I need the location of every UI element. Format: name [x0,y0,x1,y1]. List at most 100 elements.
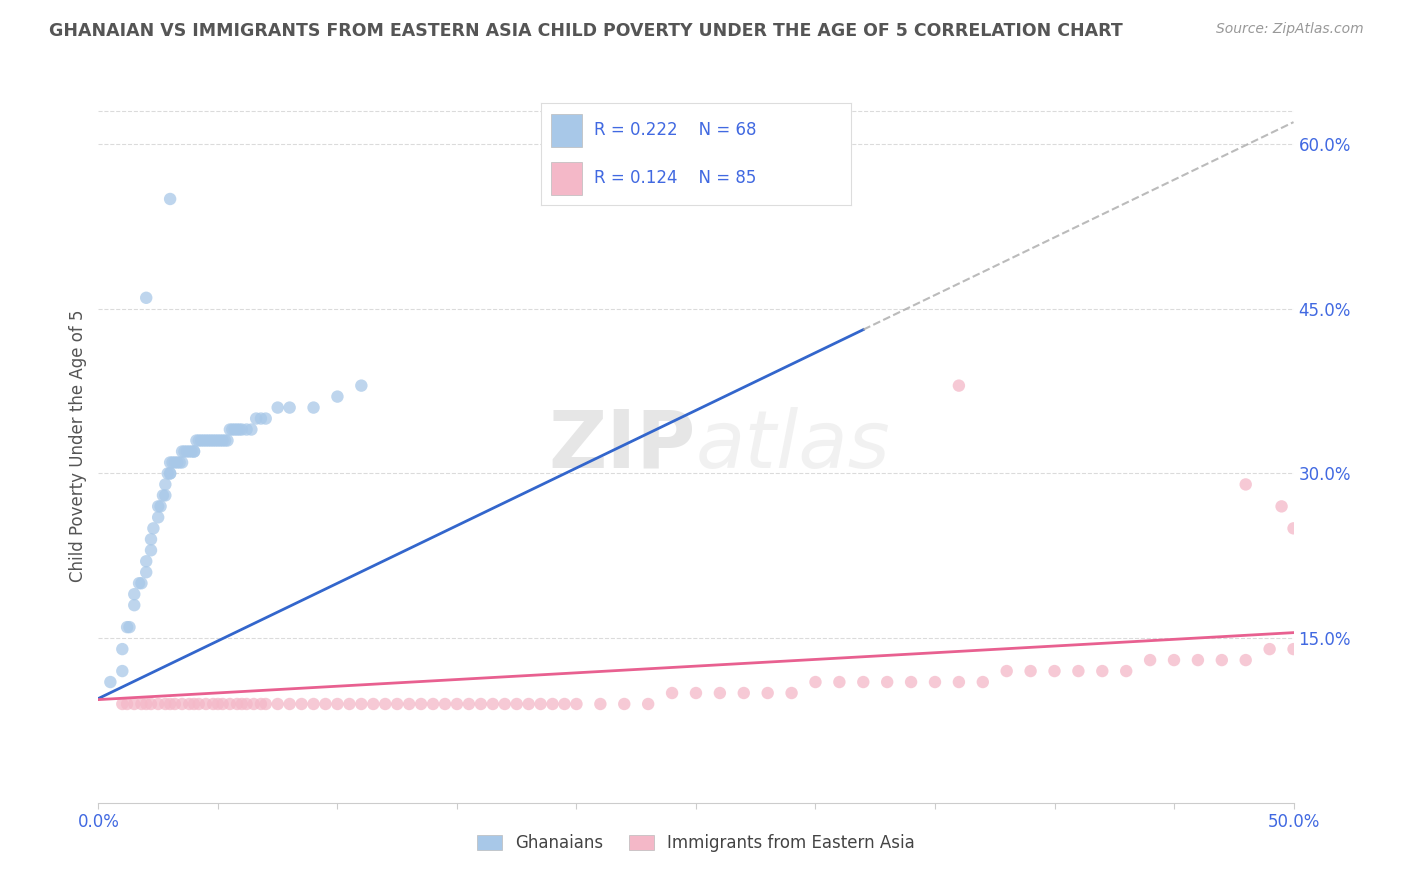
Point [98,675,122,690]
Point [363,697,385,711]
Point [172,697,194,711]
Point [159,467,181,481]
Point [204,434,226,448]
Point [398,697,420,711]
Point [530,697,553,711]
Point [202,697,225,711]
Y-axis label: Child Poverty Under the Age of 5: Child Poverty Under the Age of 5 [69,310,87,582]
Point [152,488,174,502]
Point [228,423,250,437]
Point [900,675,922,690]
Point [111,697,134,711]
Point [339,697,361,711]
Point [226,423,249,437]
Point [176,444,198,458]
Point [1282,521,1305,535]
Point [541,697,564,711]
Point [235,697,257,711]
Point [118,620,141,634]
Point [852,675,875,690]
Point [250,411,273,425]
Point [207,434,229,448]
Point [1091,664,1114,678]
Point [219,423,242,437]
Point [159,192,181,206]
Point [756,686,779,700]
Point [1234,653,1257,667]
Point [135,554,157,568]
Point [219,697,242,711]
Point [876,675,898,690]
Point [1234,477,1257,491]
Point [209,434,232,448]
Point [948,378,970,392]
Point [156,467,179,481]
Point [131,576,153,591]
Point [350,378,373,392]
Point [148,500,170,514]
Text: GHANAIAN VS IMMIGRANTS FROM EASTERN ASIA CHILD POVERTY UNDER THE AGE OF 5 CORREL: GHANAIAN VS IMMIGRANTS FROM EASTERN ASIA… [49,22,1123,40]
Point [169,455,191,469]
Point [221,423,243,437]
Point [1163,653,1185,667]
Point [202,434,225,448]
Bar [551,162,582,194]
Point [637,697,659,711]
Point [291,697,314,711]
Point [231,697,253,711]
Point [254,697,277,711]
Point [1043,664,1066,678]
Point [374,697,396,711]
Point [142,521,165,535]
Text: R = 0.222    N = 68: R = 0.222 N = 68 [593,121,756,139]
Point [554,697,576,711]
Point [135,291,157,305]
Point [115,620,138,634]
Point [278,401,301,415]
Point [1187,653,1209,667]
Point [278,697,301,711]
Point [254,411,277,425]
Point [481,697,505,711]
Point [207,697,229,711]
Point [111,664,134,678]
Point [326,697,349,711]
Point [148,697,170,711]
Point [115,697,138,711]
Point [243,697,266,711]
Point [183,444,205,458]
Point [187,434,209,448]
Point [159,697,181,711]
Point [302,401,325,415]
Point [179,444,201,458]
Point [148,510,170,524]
Text: R = 0.124    N = 85: R = 0.124 N = 85 [593,169,756,187]
Point [1019,664,1042,678]
Point [124,697,146,711]
Point [172,455,194,469]
Point [155,697,177,711]
Point [139,697,162,711]
Point [517,697,540,711]
Point [780,686,803,700]
Point [195,697,218,711]
Point [124,587,146,601]
Point [804,675,827,690]
Point [173,444,195,458]
Point [224,423,246,437]
Point [124,598,146,612]
Point [1139,653,1161,667]
Point [214,434,236,448]
Point [458,697,481,711]
Point [235,423,257,437]
Point [733,686,755,700]
Point [180,444,202,458]
Point [163,455,186,469]
Point [193,434,215,448]
Point [315,697,337,711]
Point [1282,642,1305,657]
Point [1258,642,1281,657]
Bar [551,114,582,146]
Point [446,697,468,711]
Text: atlas: atlas [696,407,891,485]
